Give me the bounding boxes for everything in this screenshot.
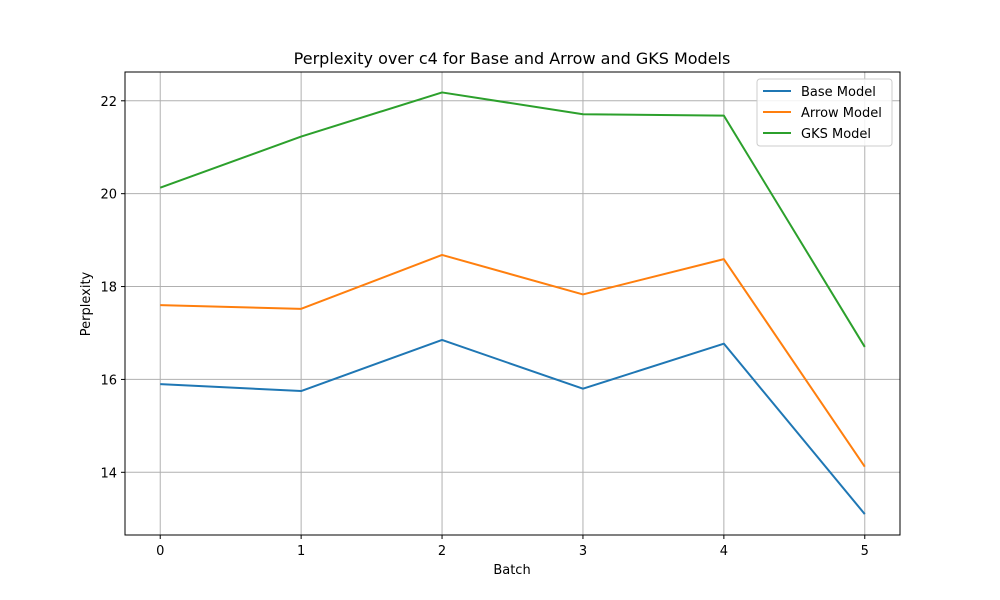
series-line-base-model <box>160 338 866 515</box>
plot-frame <box>124 71 901 536</box>
legend-label: Arrow Model <box>801 106 882 121</box>
series-line-arrow-model <box>160 253 866 468</box>
x-tick-label: 1 <box>297 544 305 559</box>
legend: Base Model Arrow Model GKS Model <box>756 78 893 147</box>
series-lines <box>159 91 866 515</box>
legend-label: GKS Model <box>801 127 871 142</box>
y-tick-label: 20 <box>100 188 117 203</box>
y-tick-label: 14 <box>100 466 117 481</box>
legend-box <box>756 78 893 147</box>
x-tick-label: 0 <box>156 544 164 559</box>
chart-title: Perplexity over c4 for Base and Arrow an… <box>294 49 731 68</box>
x-tick-label: 3 <box>579 544 587 559</box>
y-axis-ticks: 14 16 18 20 22 <box>100 95 125 481</box>
y-tick-label: 16 <box>100 373 117 388</box>
x-tick-label: 4 <box>720 544 728 559</box>
x-axis-label: Batch <box>493 563 530 578</box>
x-tick-label: 2 <box>438 544 446 559</box>
y-tick-label: 18 <box>100 281 117 296</box>
x-tick-label: 5 <box>861 544 869 559</box>
y-tick-label: 22 <box>100 95 117 110</box>
series-line-gks-model <box>159 91 866 348</box>
y-axis-label: Perplexity <box>79 271 94 336</box>
legend-label: Base Model <box>801 85 876 100</box>
x-axis-ticks: 0 1 2 3 4 5 <box>156 535 869 559</box>
